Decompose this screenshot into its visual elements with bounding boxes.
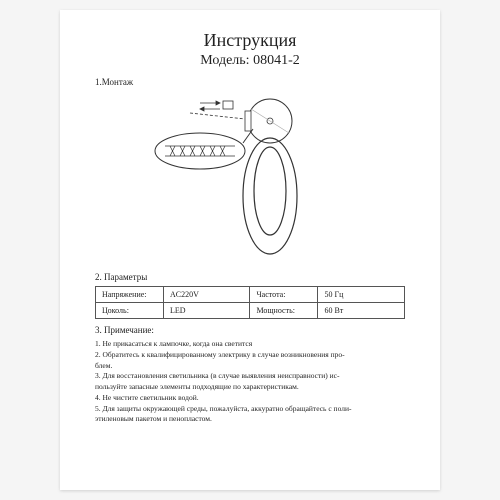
freq-label: Частота: <box>250 287 318 303</box>
voltage-value: AC220V <box>163 287 250 303</box>
voltage-label: Напряжение: <box>96 287 164 303</box>
note-3b: пользуйте запасные элементы подходящие п… <box>95 382 405 392</box>
cable-line <box>190 113 245 119</box>
note-5a: 5. Для защиты окружающей среды, пожалуйс… <box>95 404 405 414</box>
model-number: 08041-2 <box>253 53 300 68</box>
notes-block: 1. Не прикасаться к лампочке, когда она … <box>95 339 405 424</box>
base-value: LED <box>163 303 250 319</box>
power-value: 60 Вт <box>318 303 405 319</box>
parameters-table: Напряжение: AC220V Частота: 50 Гц Цоколь… <box>95 286 405 319</box>
table-row: Цоколь: LED Мощность: 60 Вт <box>96 303 405 319</box>
model-line: Модель: 08041-2 <box>95 53 405 69</box>
section-3-heading: 3. Примечание: <box>95 325 405 335</box>
page-title: Инструкция <box>95 30 405 51</box>
diagram-svg <box>95 91 405 266</box>
note-1: 1. Не прикасаться к лампочке, когда она … <box>95 339 405 349</box>
section-1-heading: 1.Монтаж <box>95 77 405 87</box>
instruction-page: Инструкция Модель: 08041-2 1.Монтаж <box>60 10 440 490</box>
bracket <box>245 111 251 131</box>
base-label: Цоколь: <box>96 303 164 319</box>
note-5b: этиленовым пакетом и пенопластом. <box>95 414 405 424</box>
direction-arrows <box>200 101 233 111</box>
note-2a: 2. Обратитесь к квалифицированному элект… <box>95 350 405 360</box>
section-2-heading: 2. Параметры <box>95 272 405 282</box>
assembly-diagram <box>95 91 405 266</box>
wiring-balloon <box>155 133 245 169</box>
model-label: Модель: <box>200 53 249 68</box>
note-2b: блем. <box>95 361 405 371</box>
note-3a: 3. Для восстановления светильника (в слу… <box>95 371 405 381</box>
table-row: Напряжение: AC220V Частота: 50 Гц <box>96 287 405 303</box>
inner-loop <box>254 147 286 235</box>
note-4: 4. Не чистите светильник водой. <box>95 393 405 403</box>
outer-loop <box>243 138 297 254</box>
power-label: Мощность: <box>250 303 318 319</box>
freq-value: 50 Гц <box>318 287 405 303</box>
